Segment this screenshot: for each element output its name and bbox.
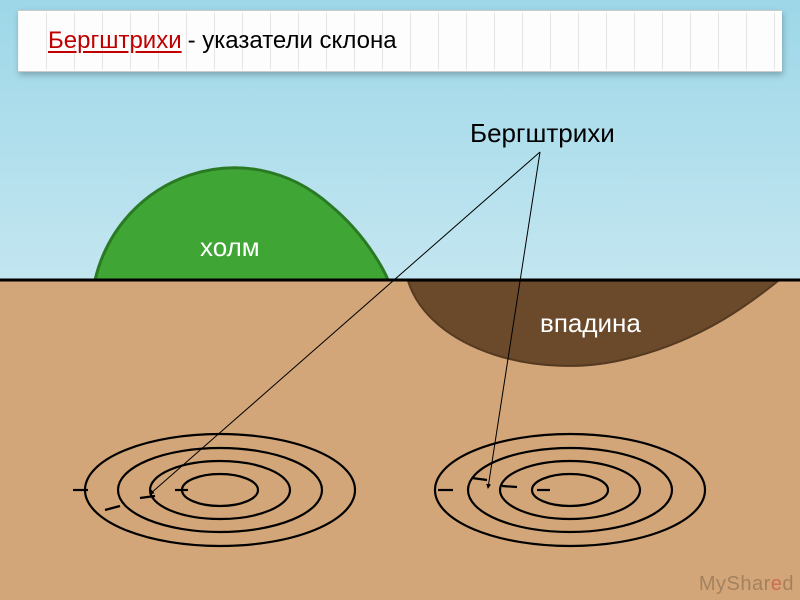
top-label-bergshtrikhi: Бергштрихи <box>470 118 615 149</box>
watermark-suffix: d <box>782 573 794 595</box>
basin-label: впадина <box>540 308 641 339</box>
scene-svg <box>0 0 800 600</box>
diagram-stage: Бергштрихи - указатели склона Бергштрихи… <box>0 0 800 600</box>
hill-label: холм <box>200 232 260 263</box>
title-rest: - указатели склона <box>188 27 397 55</box>
watermark-prefix: MyShar <box>699 573 771 595</box>
title-bar: Бергштрихи - указатели склона <box>18 10 782 72</box>
watermark-red: e <box>771 573 783 595</box>
title-underlined: Бергштрихи <box>48 27 182 55</box>
watermark: MyShared <box>699 573 794 596</box>
bergstrich-tick <box>502 486 517 487</box>
